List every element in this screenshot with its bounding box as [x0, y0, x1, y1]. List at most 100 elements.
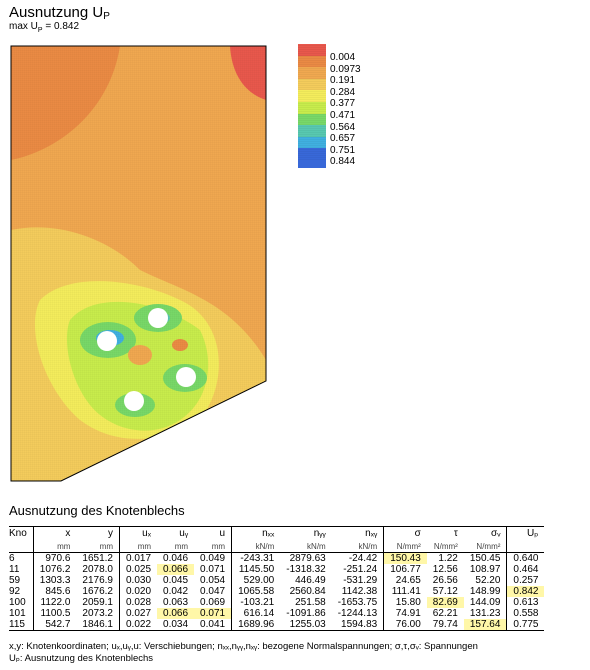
legend-swatch: [298, 55, 326, 68]
column-unit: [506, 540, 545, 553]
table-cell: 76.00: [383, 619, 427, 631]
table-cell: 1676.2: [82, 586, 113, 597]
column-header: x: [32, 526, 77, 540]
legend-label: 0.844: [330, 156, 356, 168]
table-cell: 0.558: [506, 608, 545, 619]
table-cell: 0.071: [200, 564, 226, 575]
table-cell: -1244.13: [337, 608, 378, 619]
table-cell: 0.020: [118, 586, 158, 597]
bolt-hole-1: [97, 331, 117, 351]
table-cell: 0.464: [506, 564, 545, 575]
column-unit: kN/m: [331, 540, 384, 553]
legend-swatch: [298, 90, 326, 102]
node-results-table: Kno x y uₓ uᵧ u nₓₓ nᵧᵧ nₓᵧ σ τ σᵥ Uₚ mm mm mm mm mm kN/m…: [9, 526, 545, 631]
column-header: u: [194, 526, 232, 540]
table-cell: 0.049: [200, 553, 226, 564]
column-header: uᵧ: [157, 526, 195, 540]
table-cell: -251.24: [343, 564, 378, 575]
table-cell: 26.56: [432, 575, 458, 586]
legend-swatch: [298, 67, 326, 79]
table-cell: 0.063: [163, 597, 189, 608]
table-cell: 1065.58: [231, 586, 281, 597]
table-cell: 542.7: [32, 619, 77, 631]
column-unit: N/mm²: [383, 540, 427, 553]
section-title: Ausnutzung des Knotenblechs: [9, 503, 185, 518]
legend-swatch: [298, 44, 326, 56]
table-cell: 0.017: [118, 552, 158, 564]
legend-label: 0.471: [330, 110, 356, 121]
legend-label: 0.284: [330, 86, 356, 98]
table-cell: 845.6: [32, 586, 77, 597]
legend-swatch: [298, 160, 326, 168]
table-cell: 57.12: [432, 586, 458, 597]
table-cell: 82.69: [426, 597, 464, 608]
table-cell: 100: [9, 597, 26, 608]
legend-label: 0.377: [330, 98, 356, 110]
table-cell: 101: [9, 608, 26, 619]
table-cell: 1076.2: [32, 564, 77, 575]
table-cell: 0.027: [118, 608, 158, 619]
table-cell: 0.047: [200, 586, 226, 597]
table-cell: 0.613: [506, 597, 545, 608]
table-cell: 529.00: [231, 575, 281, 586]
table-cell: 12.56: [432, 564, 458, 575]
table-cell: 970.6: [32, 552, 77, 564]
column-unit: [9, 540, 34, 553]
table-cell: 1122.0: [32, 597, 77, 608]
bolt-hole-4: [124, 391, 144, 411]
plate-outline: [10, 45, 267, 482]
table-cell: 0.640: [506, 552, 545, 564]
table-cell: 251.58: [295, 597, 326, 608]
table-cell: 0.775: [506, 619, 545, 631]
table-cell: 0.066: [157, 608, 195, 619]
table-cell: 0.054: [200, 575, 226, 586]
table-cell: 1846.1: [76, 619, 120, 631]
max-utilization-label: max UP = 0.842: [9, 21, 79, 34]
table-cell: 79.74: [426, 619, 464, 631]
table-cell: -24.42: [348, 553, 378, 564]
fe-mesh-grid: [11, 46, 266, 481]
table-cell: 2560.84: [289, 586, 326, 597]
table-cell: 1100.5: [32, 608, 77, 619]
table-row: 6 970.6 1651.2 0.017 0.046 0.049 -243.31 2879.6…: [9, 552, 545, 564]
column-unit: N/mm²: [463, 540, 507, 553]
table-cell: 446.49: [295, 575, 326, 586]
table-cell: 2073.2: [82, 608, 113, 619]
bolt-hole-3: [176, 367, 196, 387]
table-cell: 616.14: [231, 608, 281, 619]
column-unit: mm: [118, 540, 158, 553]
legend-label: 0.751: [330, 144, 356, 156]
legend-label: 0.004: [330, 52, 356, 63]
footnote-legend-1: x,y: Knotenkoordinaten; uₓ,uᵧ,u: Verschi…: [9, 641, 478, 652]
column-header: y: [76, 526, 120, 540]
table-cell: 1145.50: [231, 564, 281, 575]
table-cell: 1255.03: [280, 619, 332, 631]
table-cell: 15.80: [383, 597, 427, 608]
table-cell: 0.041: [194, 619, 232, 631]
column-unit: N/mm²: [426, 540, 464, 553]
table-cell: 11: [9, 564, 20, 575]
table-cell: 0.022: [118, 619, 158, 631]
table-cell: -243.31: [231, 552, 281, 564]
table-cell: 131.23: [469, 608, 501, 619]
table-cell: -531.29: [343, 575, 378, 586]
column-header: σ: [383, 526, 427, 540]
table-row: 115 542.7 1846.1 0.022 0.034 0.041 1689.96 1255…: [9, 619, 545, 631]
table-cell: 106.77: [383, 564, 427, 575]
table-cell: 1303.3: [32, 575, 77, 586]
table-cell: 2879.63: [289, 553, 326, 564]
legend-label: 0.564: [330, 121, 356, 133]
table-cell: 0.030: [118, 575, 158, 586]
table-cell: 24.65: [383, 575, 427, 586]
table-cell: 111.41: [383, 586, 427, 597]
legend-label: 0.0973: [330, 63, 361, 75]
table-header-row: Kno x y uₓ uᵧ u nₓₓ nᵧᵧ nₓᵧ σ τ σᵥ Uₚ: [9, 526, 545, 540]
page-title: Ausnutzung UP: [9, 4, 110, 22]
legend-swatch: [298, 78, 326, 91]
column-unit: mm: [32, 540, 77, 553]
table-cell: 115: [9, 619, 34, 631]
column-header: τ: [426, 526, 464, 540]
column-unit: mm: [157, 540, 195, 553]
table-cell: 0.842: [506, 586, 545, 597]
column-header: uₓ: [118, 526, 158, 540]
